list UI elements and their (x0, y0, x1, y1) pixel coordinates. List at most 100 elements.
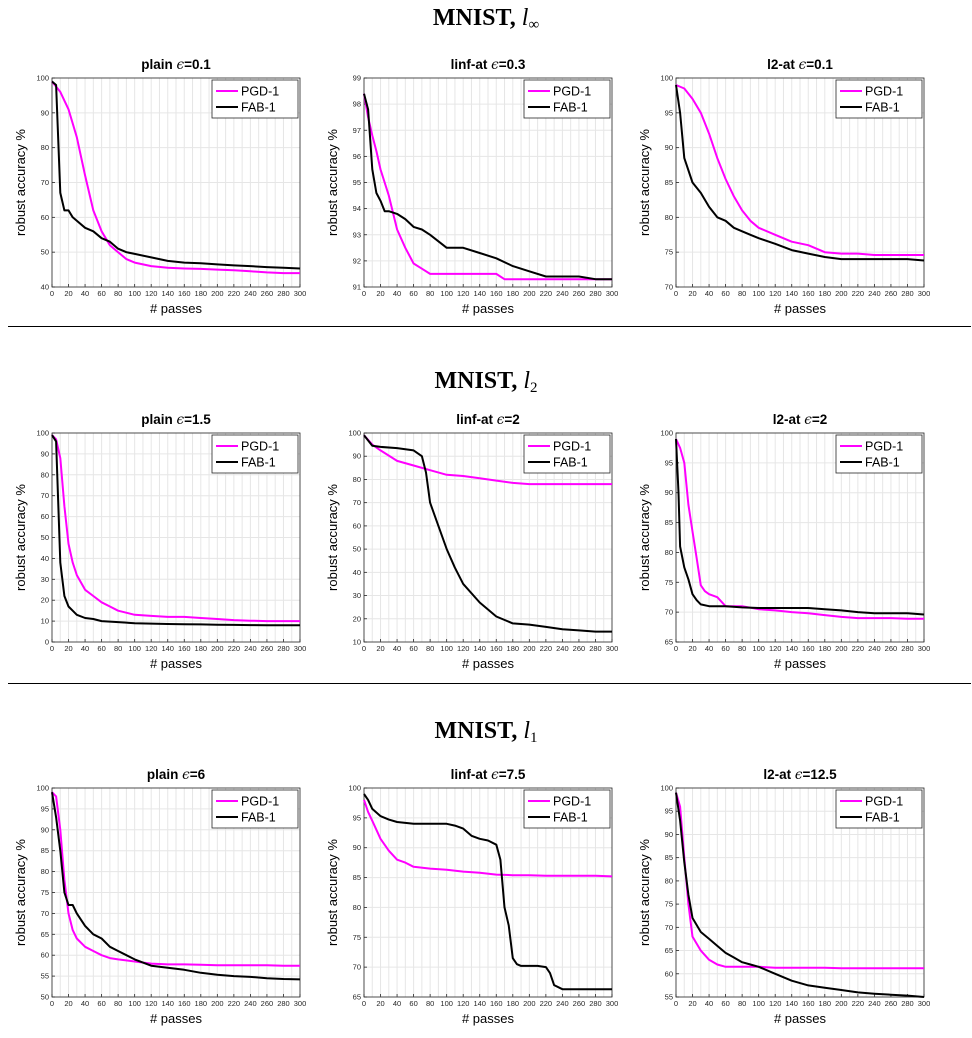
x-tick-label: 140 (473, 644, 486, 653)
y-tick-label: 80 (665, 876, 673, 885)
plot-frame (675, 77, 925, 288)
chart-title-epsilon: ϵ (491, 767, 499, 783)
x-tick-label: 200 (523, 999, 536, 1008)
y-tick-label: 50 (41, 248, 49, 257)
x-tick-label: 140 (785, 644, 798, 653)
x-tick-label: 300 (918, 644, 931, 653)
x-tick-label: 260 (573, 999, 586, 1008)
x-tick-label: 160 (178, 289, 191, 298)
y-tick-label: 50 (41, 993, 49, 1002)
plot-frame (363, 787, 613, 998)
y-tick-label: 90 (353, 452, 361, 461)
y-tick-label: 90 (41, 449, 49, 458)
y-tick-label: 95 (353, 178, 361, 187)
y-tick-label: 92 (353, 256, 361, 265)
y-axis-label: robust accuracy % (13, 129, 28, 236)
x-tick-label: 120 (769, 289, 782, 298)
x-tick-label: 100 (752, 644, 765, 653)
y-tick-label: 60 (665, 969, 673, 978)
chart-legend: PGD-1 FAB-1 (523, 79, 611, 119)
y-tick-label: 100 (348, 784, 361, 793)
y-tick-label: 0 (45, 638, 49, 647)
x-tick-label: 260 (573, 289, 586, 298)
section-title-l1: MNIST, l1 (434, 718, 538, 746)
y-tick-label: 65 (41, 930, 49, 939)
x-tick-label: 120 (145, 999, 158, 1008)
y-tick-label: 85 (41, 846, 49, 855)
chart-title-prefix: l2-at (763, 767, 795, 782)
x-tick-label: 40 (705, 289, 713, 298)
y-tick-label: 70 (665, 608, 673, 617)
legend-label-fab-1: FAB-1 (241, 456, 276, 470)
y-tick-label: 70 (665, 283, 673, 292)
y-tick-label: 90 (353, 843, 361, 852)
chart-title-epsilon: ϵ (177, 57, 185, 73)
x-tick-label: 80 (738, 999, 746, 1008)
chart-legend: PGD-1 FAB-1 (523, 434, 611, 474)
legend-label-fab-1: FAB-1 (553, 101, 588, 115)
x-axis-label: # passes (462, 1011, 515, 1026)
chart-title-value: =1.5 (184, 412, 211, 427)
x-tick-label: 300 (606, 999, 619, 1008)
y-tick-label: 75 (353, 933, 361, 942)
x-tick-label: 240 (868, 644, 881, 653)
x-tick-label: 220 (228, 999, 241, 1008)
chart-title-epsilon: ϵ (491, 57, 499, 73)
x-tick-label: 120 (769, 999, 782, 1008)
chart-title-prefix: plain (147, 767, 182, 782)
y-tick-label: 20 (41, 596, 49, 605)
x-tick-label: 40 (81, 289, 89, 298)
x-axis-label: # passes (774, 656, 827, 671)
x-tick-label: 100 (440, 999, 453, 1008)
y-tick-label: 90 (665, 143, 673, 152)
y-tick-label: 55 (41, 972, 49, 981)
y-tick-label: 75 (41, 888, 49, 897)
x-tick-label: 60 (409, 999, 417, 1008)
x-tick-label: 40 (705, 644, 713, 653)
y-axis-label: robust accuracy % (13, 484, 28, 591)
chart-title: plain ϵ=6 (147, 767, 206, 783)
y-tick-label: 90 (41, 825, 49, 834)
series-line-fab-1 (675, 792, 925, 998)
y-tick-label: 60 (353, 521, 361, 530)
y-tick-label: 65 (665, 946, 673, 955)
chart-mnist-l1-linf-at: linf-at ϵ=7.5 0 20 40 60 80 100 120 140 160 180 200… (325, 767, 619, 1026)
x-tick-label: 160 (490, 289, 503, 298)
x-tick-label: 220 (540, 289, 553, 298)
x-tick-label: 280 (589, 644, 602, 653)
x-tick-label: 0 (674, 289, 678, 298)
x-tick-label: 40 (393, 644, 401, 653)
x-tick-label: 140 (785, 999, 798, 1008)
x-tick-label: 0 (50, 999, 54, 1008)
plot-frame (363, 77, 613, 288)
x-tick-label: 300 (294, 999, 307, 1008)
x-tick-label: 180 (195, 644, 208, 653)
legend-label-fab-1: FAB-1 (241, 811, 276, 825)
legend-label-pgd-1: PGD-1 (241, 85, 279, 99)
x-tick-label: 60 (97, 289, 105, 298)
x-tick-label: 240 (868, 289, 881, 298)
y-tick-label: 93 (353, 230, 361, 239)
x-tick-label: 220 (540, 999, 553, 1008)
x-tick-label: 200 (835, 289, 848, 298)
y-tick-label: 100 (660, 784, 673, 793)
y-tick-label: 85 (665, 518, 673, 527)
y-tick-label: 50 (41, 533, 49, 542)
x-tick-label: 280 (901, 999, 914, 1008)
x-axis-label: # passes (150, 1011, 203, 1026)
x-tick-label: 180 (819, 999, 832, 1008)
y-tick-label: 65 (665, 638, 673, 647)
y-axis-label: robust accuracy % (13, 839, 28, 946)
x-tick-label: 300 (918, 999, 931, 1008)
chart-mnist-linf-linf-at: linf-at ϵ=0.3 0 20 40 60 80 100 120 140 160 180 200… (325, 57, 618, 316)
y-tick-label: 10 (353, 638, 361, 647)
x-tick-label: 100 (440, 289, 453, 298)
y-tick-label: 75 (665, 248, 673, 257)
x-tick-label: 240 (244, 644, 257, 653)
chart-title: linf-at ϵ=2 (456, 412, 519, 428)
y-tick-label: 70 (41, 491, 49, 500)
chart-mnist-linf-l2-at: l2-at ϵ=0.1 0 20 40 60 80 100 120 140 160 180 200 22… (637, 57, 930, 316)
y-tick-label: 40 (41, 283, 49, 292)
y-tick-label: 95 (665, 108, 673, 117)
x-tick-label: 200 (835, 644, 848, 653)
